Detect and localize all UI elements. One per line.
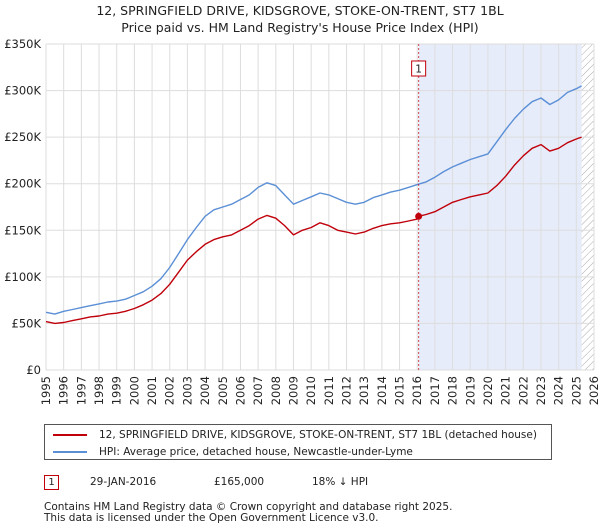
price-chart: 1 £0 £50K £100K £150K £200K £250K £300K £350K 19… xyxy=(4,37,600,405)
x-tick-label: 2009 xyxy=(286,376,300,405)
x-tick-label: 2025 xyxy=(569,376,583,405)
chart-title: 12, SPRINGFIELD DRIVE, KIDSGROVE, STOKE-… xyxy=(0,2,600,36)
x-tick-label: 2017 xyxy=(428,376,442,405)
footer-line1: Contains HM Land Registry data © Crown c… xyxy=(44,501,453,513)
y-tick-label: £200K xyxy=(4,177,41,191)
x-tick-label: 1999 xyxy=(110,376,124,405)
sale-annotation-label: 1 xyxy=(415,64,422,76)
x-tick-label: 2016 xyxy=(410,376,424,405)
x-tick-label: 2021 xyxy=(499,376,513,405)
x-tick-label: 2019 xyxy=(463,376,477,405)
y-tick-label: £250K xyxy=(4,130,41,144)
x-tick-label: 2002 xyxy=(163,376,177,405)
x-tick-label: 2000 xyxy=(127,376,141,405)
x-tick-label: 2011 xyxy=(322,376,336,405)
x-tick-label: 2004 xyxy=(198,376,212,405)
x-tick-label: 2015 xyxy=(393,376,407,405)
y-tick-label: £350K xyxy=(4,37,41,51)
x-tick-label: 1998 xyxy=(92,376,106,405)
sale-hpi-diff: 18% ↓ HPI xyxy=(312,476,369,488)
x-tick-label: 2018 xyxy=(446,376,460,405)
x-tick-label: 2022 xyxy=(516,376,530,405)
x-tick-label: 2014 xyxy=(375,376,389,405)
sale-point xyxy=(415,212,423,220)
post-sale-shaded-region xyxy=(418,44,582,370)
sale-price: £165,000 xyxy=(214,476,265,488)
sale-annotation-box xyxy=(411,60,427,77)
x-tick-label: 2012 xyxy=(340,376,354,405)
legend-label-property: 12, SPRINGFIELD DRIVE, KIDSGROVE, STOKE-… xyxy=(99,429,537,441)
legend: 12, SPRINGFIELD DRIVE, KIDSGROVE, STOKE-… xyxy=(44,424,552,460)
sale-date: 29-JAN-2016 xyxy=(90,476,157,488)
y-tick-label: £0 xyxy=(26,363,41,377)
x-tick-label: 1997 xyxy=(74,376,88,405)
future-hatched-region xyxy=(581,44,594,370)
chart-title-line1: 12, SPRINGFIELD DRIVE, KIDSGROVE, STOKE-… xyxy=(96,3,504,18)
y-tick-label: £300K xyxy=(4,84,41,98)
sale-row: 1 29-JAN-2016 £165,000 18% ↓ HPI xyxy=(44,475,564,491)
x-tick-label: 2024 xyxy=(552,376,566,405)
x-tick-label: 2003 xyxy=(180,376,194,405)
x-tick-label: 2005 xyxy=(216,376,230,405)
x-tick-label: 1996 xyxy=(57,376,71,405)
footer: Contains HM Land Registry data © Crown c… xyxy=(44,502,452,524)
x-tick-label: 2008 xyxy=(269,376,283,405)
x-tick-label: 2020 xyxy=(481,376,495,405)
x-tick-label: 2026 xyxy=(587,376,600,405)
x-tick-label: 2007 xyxy=(251,376,265,405)
footer-line2: This data is licensed under the Open Gov… xyxy=(44,512,379,524)
legend-swatch-property xyxy=(53,434,87,436)
legend-swatch-hpi xyxy=(53,451,87,453)
x-tick-label: 2001 xyxy=(145,376,159,405)
x-tick-label: 2006 xyxy=(233,376,247,405)
y-tick-label: £100K xyxy=(4,270,41,284)
sale-number-badge: 1 xyxy=(44,475,59,490)
x-tick-label: 2023 xyxy=(534,376,548,405)
chart-title-line2: Price paid vs. HM Land Registry's House … xyxy=(121,20,479,35)
x-tick-label: 2013 xyxy=(357,376,371,405)
x-tick-label: 2010 xyxy=(304,376,318,405)
property-price-line xyxy=(45,136,582,325)
legend-label-hpi: HPI: Average price, detached house, Newc… xyxy=(99,446,413,458)
y-tick-label: £50K xyxy=(12,316,42,330)
hpi-line xyxy=(45,85,582,315)
x-tick-label: 1995 xyxy=(39,376,53,405)
y-tick-label: £150K xyxy=(4,223,41,237)
